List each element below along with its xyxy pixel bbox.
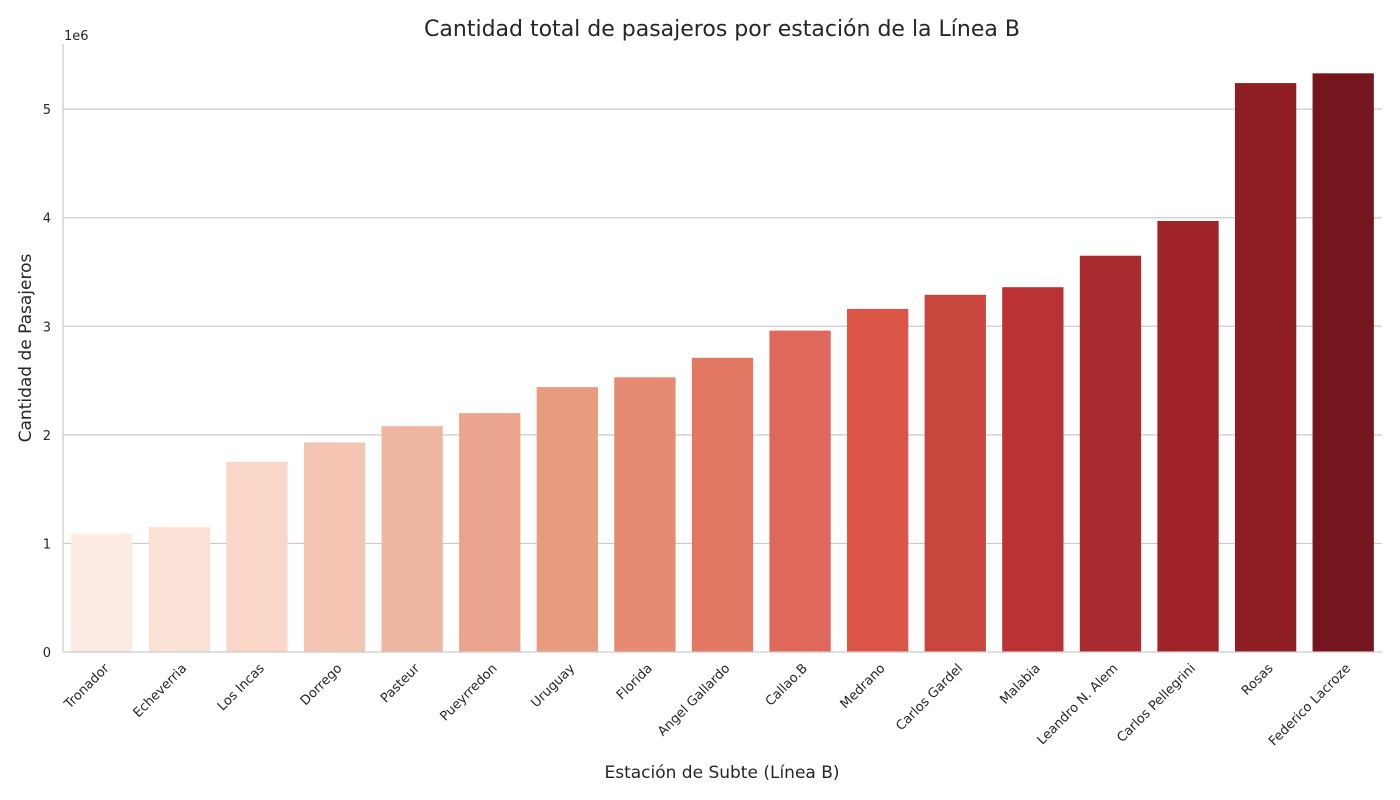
bar bbox=[1312, 73, 1374, 653]
y-tick-label: 1 bbox=[43, 537, 51, 552]
bar bbox=[381, 426, 443, 652]
x-tick-label: Echeverria bbox=[131, 661, 191, 721]
x-tick-label: Carlos Gardel bbox=[893, 661, 966, 734]
bar bbox=[1002, 287, 1064, 652]
x-tick-label: Malabia bbox=[997, 661, 1043, 707]
x-tick-label: Pueyrredon bbox=[438, 661, 501, 724]
y-tick-label: 2 bbox=[43, 429, 51, 444]
y-tick-label: 4 bbox=[43, 212, 51, 227]
x-tick-label: Pasteur bbox=[378, 661, 423, 706]
x-axis-title: Estación de Subte (Línea B) bbox=[604, 763, 839, 783]
x-tick-label: Florida bbox=[614, 661, 656, 703]
bar bbox=[303, 442, 366, 652]
x-tick-label: Uruguay bbox=[528, 661, 578, 711]
bars bbox=[71, 73, 1374, 653]
x-tick-label: Los Incas bbox=[215, 661, 268, 714]
chart-title: Cantidad total de pasajeros por estación… bbox=[424, 17, 1020, 42]
bar bbox=[1079, 255, 1142, 652]
y-offset-label: 1e6 bbox=[64, 29, 89, 44]
bar bbox=[614, 377, 676, 652]
x-tick-label: Dorrego bbox=[298, 661, 346, 709]
x-tick-label: Medrano bbox=[838, 661, 889, 712]
y-tick-label: 3 bbox=[43, 320, 51, 335]
bar bbox=[691, 357, 754, 652]
y-tick-label: 0 bbox=[43, 646, 51, 661]
bar bbox=[769, 330, 831, 652]
x-tick-labels: Tronador Echeverria Los Incas Dorrego Pasteu… bbox=[61, 661, 1354, 749]
bar bbox=[536, 387, 598, 652]
x-tick-label: Rosas bbox=[1239, 661, 1277, 699]
x-tick-label: Federico Lacroze bbox=[1266, 661, 1354, 749]
y-axis-title: Cantidad de Pasajeros bbox=[16, 253, 36, 442]
y-tick-labels: 0 1 2 3 4 5 bbox=[43, 103, 51, 661]
bar bbox=[71, 533, 133, 652]
x-tick-label: Angel Gallardo bbox=[655, 661, 733, 739]
bar bbox=[226, 462, 288, 652]
x-tick-label: Leandro N. Alem bbox=[1034, 661, 1121, 748]
y-tick-label: 5 bbox=[43, 103, 51, 118]
bar bbox=[847, 308, 909, 652]
bar bbox=[459, 413, 521, 652]
bar bbox=[924, 294, 986, 652]
x-tick-label: Carlos Pellegrini bbox=[1114, 661, 1199, 746]
x-tick-label: Tronador bbox=[61, 661, 113, 713]
x-tick-label: Callao.B bbox=[763, 661, 811, 709]
bar bbox=[1157, 220, 1219, 652]
bar bbox=[1234, 83, 1297, 653]
bar bbox=[148, 527, 211, 652]
